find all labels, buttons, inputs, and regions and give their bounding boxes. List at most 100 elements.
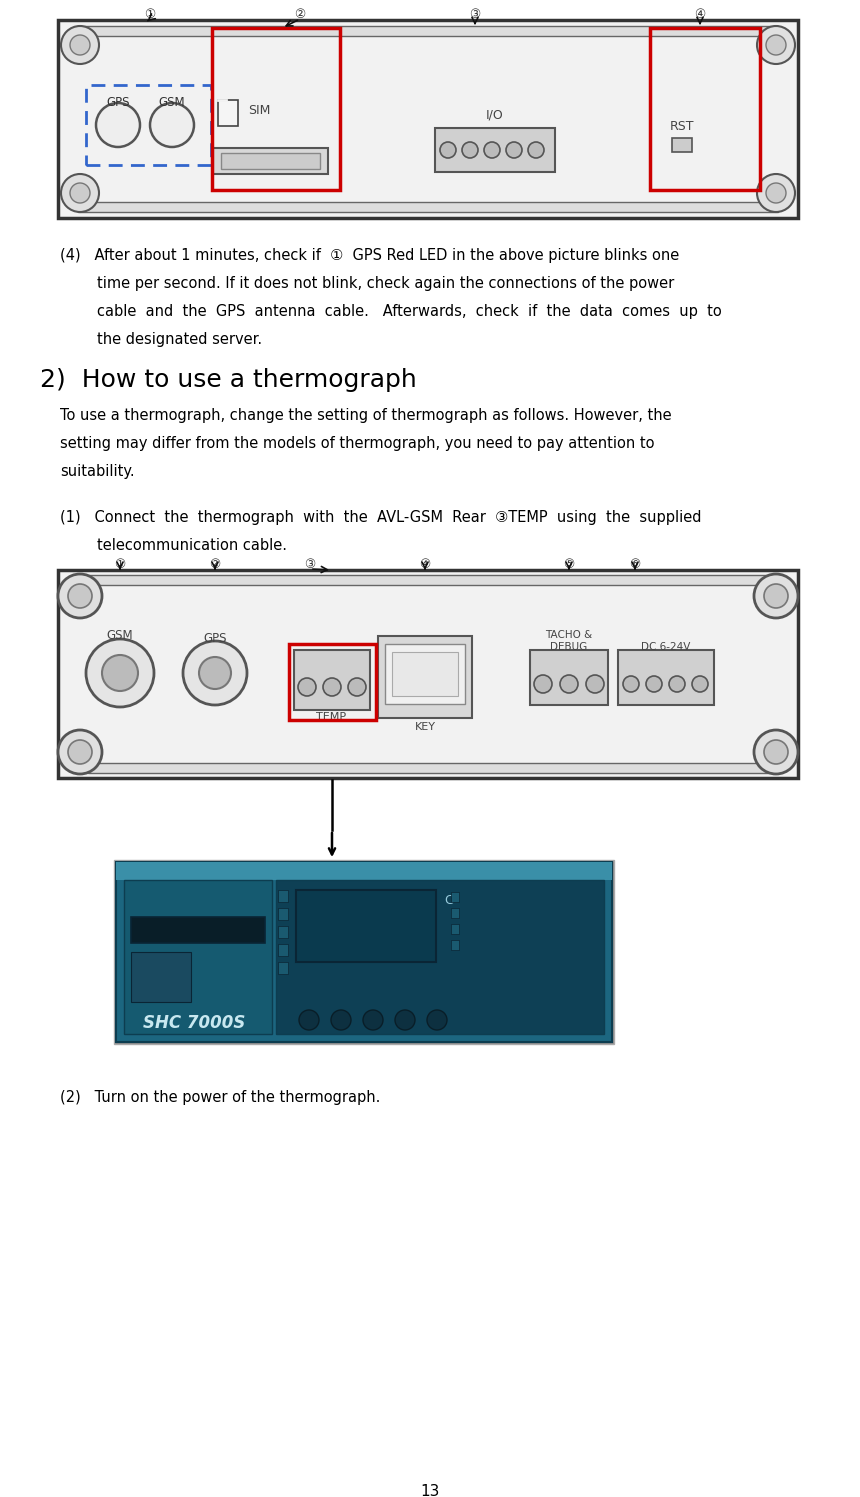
Text: the designated server.: the designated server. — [60, 332, 262, 347]
Bar — [88, 763, 768, 772]
Circle shape — [363, 1010, 383, 1030]
Bar — [58, 19, 798, 219]
Circle shape — [299, 1010, 319, 1030]
Circle shape — [61, 174, 99, 213]
Bar — [221, 153, 320, 169]
FancyBboxPatch shape — [116, 862, 612, 1042]
Bar — [278, 963, 288, 975]
Circle shape — [427, 1010, 447, 1030]
Text: SHC 7000S: SHC 7000S — [143, 1013, 245, 1031]
Circle shape — [150, 103, 194, 147]
Circle shape — [86, 639, 154, 707]
Text: (1)   Connect  the  thermograph  with  the  AVL-GSM  Rear  ③TEMP  using  the  su: (1) Connect the thermograph with the AVL… — [60, 510, 702, 525]
Bar — [218, 100, 238, 126]
Bar — [392, 653, 458, 696]
Circle shape — [68, 584, 92, 608]
Bar — [451, 940, 459, 951]
Bar — [212, 28, 340, 190]
Bar — [278, 891, 288, 903]
Bar — [451, 924, 459, 934]
Circle shape — [348, 678, 366, 696]
Circle shape — [298, 678, 316, 696]
Bar — [278, 909, 288, 921]
Text: TEMP.: TEMP. — [316, 713, 348, 722]
Bar — [385, 644, 465, 704]
Circle shape — [70, 183, 90, 204]
Bar — [276, 880, 604, 1034]
Text: ↺: ↺ — [369, 1013, 377, 1024]
Circle shape — [323, 678, 341, 696]
Text: GPS: GPS — [107, 96, 130, 109]
Text: DEBUG: DEBUG — [550, 642, 587, 653]
Circle shape — [58, 731, 102, 774]
Bar — [618, 650, 714, 705]
Text: ③: ③ — [304, 558, 316, 570]
Circle shape — [506, 142, 522, 159]
Bar — [672, 138, 692, 153]
Bar — [278, 927, 288, 939]
Text: 23.0: 23.0 — [331, 898, 405, 927]
Text: ①: ① — [144, 7, 156, 21]
Circle shape — [646, 677, 662, 692]
Text: ⊞: ⊞ — [337, 1013, 345, 1024]
Circle shape — [199, 657, 231, 689]
Circle shape — [586, 675, 604, 693]
Circle shape — [764, 740, 788, 763]
Text: RST: RST — [670, 120, 694, 133]
Text: GPS: GPS — [203, 632, 227, 645]
Bar — [289, 644, 376, 720]
Text: ④: ④ — [694, 7, 705, 21]
Circle shape — [766, 34, 786, 55]
Text: 13: 13 — [421, 1484, 439, 1497]
Text: ②: ② — [209, 558, 221, 570]
Text: telecommunication cable.: telecommunication cable. — [60, 537, 287, 552]
Bar — [131, 918, 265, 943]
Text: ③: ③ — [470, 7, 481, 21]
Text: ▽: ▽ — [433, 1013, 440, 1024]
Circle shape — [534, 675, 552, 693]
Bar — [650, 28, 760, 190]
Bar — [131, 952, 191, 1001]
Text: To use a thermograph, change the setting of thermograph as follows. However, the: To use a thermograph, change the setting… — [60, 409, 672, 424]
Text: ④: ④ — [420, 558, 431, 570]
Circle shape — [331, 1010, 351, 1030]
Bar — [86, 85, 211, 165]
Text: ①: ① — [114, 558, 126, 570]
Circle shape — [61, 25, 99, 64]
Bar — [116, 862, 612, 880]
Circle shape — [102, 656, 138, 692]
Bar — [296, 891, 436, 963]
Text: (2)   Turn on the power of the thermograph.: (2) Turn on the power of the thermograph… — [60, 1090, 380, 1105]
Circle shape — [462, 142, 478, 159]
Bar — [88, 575, 768, 585]
Circle shape — [754, 573, 798, 618]
Circle shape — [58, 573, 102, 618]
Text: KEY: KEY — [415, 722, 435, 732]
Bar — [378, 636, 472, 719]
Circle shape — [754, 731, 798, 774]
Circle shape — [183, 641, 247, 705]
Circle shape — [70, 34, 90, 55]
Bar — [278, 945, 288, 957]
Circle shape — [484, 142, 500, 159]
Bar — [451, 909, 459, 918]
Text: I/O: I/O — [486, 108, 504, 121]
Circle shape — [757, 25, 795, 64]
Circle shape — [623, 677, 639, 692]
Bar — [451, 892, 459, 903]
Text: ⑥: ⑥ — [630, 558, 641, 570]
Text: setting may differ from the models of thermograph, you need to pay attention to: setting may differ from the models of th… — [60, 436, 654, 451]
Circle shape — [669, 677, 685, 692]
Circle shape — [692, 677, 708, 692]
Text: ↑: ↑ — [401, 1013, 409, 1024]
Circle shape — [395, 1010, 415, 1030]
Circle shape — [764, 584, 788, 608]
Text: C: C — [444, 894, 452, 907]
Bar — [213, 148, 328, 174]
Text: (4)   After about 1 minutes, check if  ①  GPS Red LED in the above picture blink: (4) After about 1 minutes, check if ① GP… — [60, 249, 679, 263]
Text: suitability.: suitability. — [60, 464, 135, 479]
Text: ⑤: ⑤ — [563, 558, 574, 570]
Circle shape — [96, 103, 140, 147]
Text: GSM: GSM — [107, 629, 133, 642]
Text: ⏻: ⏻ — [306, 1013, 312, 1024]
